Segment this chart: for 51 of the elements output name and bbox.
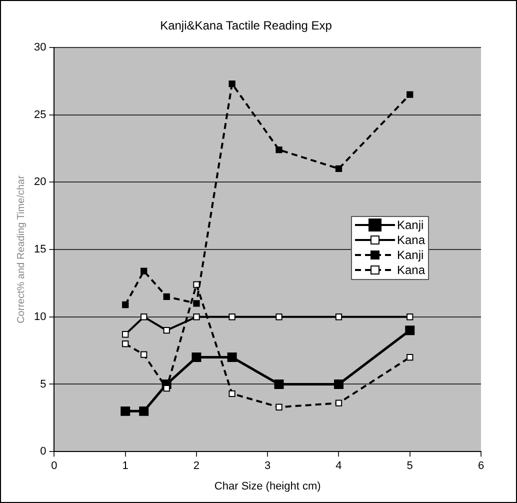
point [335,314,342,320]
legend-label: Kana [397,232,426,248]
x-axis-title: Char Size (height cm) [214,480,321,492]
point [406,91,414,98]
y-axis-title: Correct% and Reading Time/char [16,174,27,324]
x-tick-label: 4 [336,460,342,472]
y-tick-label: 30 [34,41,46,54]
point [120,406,130,416]
point [228,80,236,88]
chart-title: Kanji&Kana Tactile Reading Exp [160,18,332,33]
point [139,406,149,416]
point [335,165,342,172]
x-tick-label: 3 [264,460,271,472]
y-tick-label: 15 [34,244,46,256]
point [276,146,282,154]
y-tick-label: 20 [34,176,46,188]
point [228,390,236,397]
x-tick-label: 6 [478,460,484,472]
point [140,351,148,358]
point [193,300,200,307]
x-tick-label: 2 [193,460,200,472]
legend-label: Kana [397,262,426,278]
y-tick-label: 0 [40,446,46,458]
point [140,268,148,274]
point [140,314,148,320]
point [406,354,414,361]
point [227,352,237,362]
point [193,281,200,288]
point [193,314,200,320]
legend-label: Kanji [397,218,424,233]
point [405,326,415,336]
point [274,379,284,389]
x-tick-label: 0 [51,460,58,472]
point [192,352,202,362]
point [228,314,236,320]
x-tick-label: 5 [406,460,413,472]
y-tick-label: 25 [34,108,46,121]
point [163,327,170,334]
legend-label: Kanji [397,248,424,263]
point [122,301,129,308]
point [406,314,414,320]
point [276,404,282,410]
point [122,331,129,338]
point [163,293,170,300]
x-tick-label: 1 [122,460,128,472]
point [334,379,344,389]
point [335,400,342,406]
point [122,340,129,348]
point [276,314,282,320]
y-tick-label: 10 [34,310,46,323]
y-tick-label: 5 [40,378,46,390]
